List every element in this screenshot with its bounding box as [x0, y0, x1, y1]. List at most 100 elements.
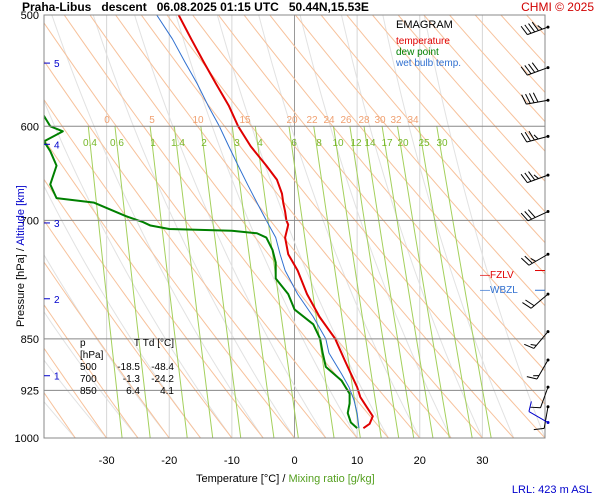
temperature-tick-label: -30	[99, 455, 115, 467]
x-axis-temperature-label: Temperature [°C]	[196, 473, 280, 485]
wind-barb-flag	[524, 255, 533, 264]
pressure-tick-label: 700	[21, 215, 39, 227]
wind-barb-base	[546, 98, 550, 102]
wind-barb-flag	[521, 94, 527, 105]
dry-adiabat-label: 15	[239, 115, 251, 126]
mixing-ratio-label: 2	[201, 138, 207, 149]
wind-barb-flag	[532, 92, 539, 103]
dry-adiabat-line	[44, 98, 295, 438]
wind-barb-flag	[530, 258, 537, 262]
plot-area	[44, 0, 600, 438]
dry-adiabat-line	[294, 15, 545, 307]
mixing-ratio-label: 14	[364, 138, 376, 149]
launch-level: LRL: 423 m ASL	[511, 484, 592, 496]
altitude-tick-label: 2	[54, 295, 60, 306]
moist-adiabat-line	[340, 15, 483, 438]
wind-barb-flag	[521, 257, 530, 266]
mixing-ratio-label: 4	[257, 138, 263, 149]
table-cell: -1.3	[122, 374, 140, 385]
table-cell: 850	[80, 386, 97, 397]
dry-adiabat-line	[44, 138, 264, 438]
pressure-tick-label: 600	[21, 121, 39, 133]
station-name: Praha-Libus	[22, 0, 92, 14]
mixing-ratio-line	[381, 126, 434, 438]
dry-adiabat-label: 30	[374, 115, 386, 126]
dry-adiabat-line	[555, 0, 600, 438]
mixing-ratio-label: 3	[234, 138, 240, 149]
dry-adiabat-label: 26	[340, 115, 352, 126]
moist-adiabat-line	[44, 311, 139, 438]
moist-adiabat-line	[44, 99, 233, 438]
temperature-tick-label: -20	[161, 455, 177, 467]
dry-adiabat-line	[397, 15, 545, 182]
wind-barb-base	[546, 358, 550, 362]
altitude-tick-label: 1	[54, 372, 60, 383]
wind-barb-flag	[533, 427, 545, 431]
dry-adiabat-line	[346, 15, 545, 244]
table-cell: 500	[80, 362, 97, 373]
temperature-tick-label: 20	[414, 455, 426, 467]
mixing-ratio-label: 0.6	[110, 138, 124, 149]
wind-barb-base	[546, 421, 550, 425]
x-axis-mixing-label: Mixing ratio [g/kg]	[288, 473, 375, 485]
dry-adiabat-line	[44, 22, 358, 438]
wind-barb-flag	[520, 212, 529, 222]
legend-item-temperature: temperature	[396, 36, 450, 47]
wind-barb-flag	[528, 93, 535, 103]
wind-barb-base	[546, 405, 550, 409]
y-axis-separator: /	[15, 248, 27, 252]
table-header: p [hPa]	[80, 338, 104, 361]
altitude-tick-label: 3	[54, 219, 60, 230]
y-axis-altitude-label: Altitude [km]	[15, 185, 27, 246]
legend: EMAGRAM temperature dew point wet bulb t…	[396, 19, 461, 70]
moist-adiabat-line	[175, 15, 358, 438]
wind-barb-flag	[530, 406, 541, 409]
sounding-datetime: 06.08.2025 01:15 UTC	[156, 0, 279, 14]
wind-barb-base	[546, 330, 550, 334]
copyright: CHMI © 2025	[521, 0, 594, 14]
mixing-ratio-line	[114, 126, 151, 438]
table-cell: -18.5	[117, 362, 140, 373]
dry-adiabat-label: 20	[286, 115, 298, 126]
temperature-tick-label: -10	[224, 455, 240, 467]
wind-barb-base	[546, 173, 550, 177]
fzlv-marker: —	[480, 270, 490, 281]
moist-adiabat-line	[423, 15, 545, 438]
wind-barb-flag	[528, 171, 536, 181]
station-coords: 50.44N,15.53E	[288, 0, 369, 14]
dry-adiabat-label: 34	[407, 115, 419, 126]
table-cell: 700	[80, 374, 97, 385]
table-cell: -48.4	[151, 362, 174, 373]
x-axis-label: Temperature [°C] / Mixing ratio [g/kg]	[196, 473, 375, 485]
profile-line-temperature	[177, 15, 374, 429]
wind-barb-flag	[524, 65, 532, 75]
temperature-tick-label: 30	[476, 455, 488, 467]
wind-barb-flag	[526, 376, 538, 380]
mixing-ratio-line	[363, 126, 415, 438]
table-header-row: p [hPa] T Td [°C]	[80, 338, 174, 362]
level-table: p [hPa] T Td [°C] 500 -18.5 -48.4 700 -1…	[80, 338, 174, 398]
plot-frame	[43, 14, 546, 439]
mixing-ratio-label: 30	[436, 138, 448, 149]
moist-adiabat-line	[44, 359, 108, 438]
legend-title: EMAGRAM	[396, 19, 453, 31]
wind-barb-flag	[528, 401, 532, 412]
mixing-ratio-line	[313, 126, 361, 438]
moist-adiabat-line	[44, 185, 201, 438]
mixing-ratio-label: 20	[397, 138, 409, 149]
freezing-level-label: —FZLV	[480, 270, 514, 281]
dry-adiabat-line	[166, 15, 515, 438]
mixing-ratio-label: 0.4	[83, 138, 97, 149]
wind-barb-flag	[531, 62, 539, 72]
mixing-ratio-label: 17	[381, 138, 393, 149]
moist-adiabat-line	[299, 15, 452, 438]
dry-adiabat-line	[217, 15, 545, 405]
dry-adiabat-label: 0	[104, 115, 110, 126]
wind-barb-flag	[520, 25, 528, 35]
wind-barb-staff	[536, 359, 549, 380]
dry-adiabat-line	[114, 15, 452, 438]
table-cell: 6.4	[126, 386, 140, 397]
mixing-ratio-label: 25	[418, 138, 430, 149]
wind-barb-staff	[540, 386, 549, 408]
wind-barb-flag	[525, 93, 531, 104]
